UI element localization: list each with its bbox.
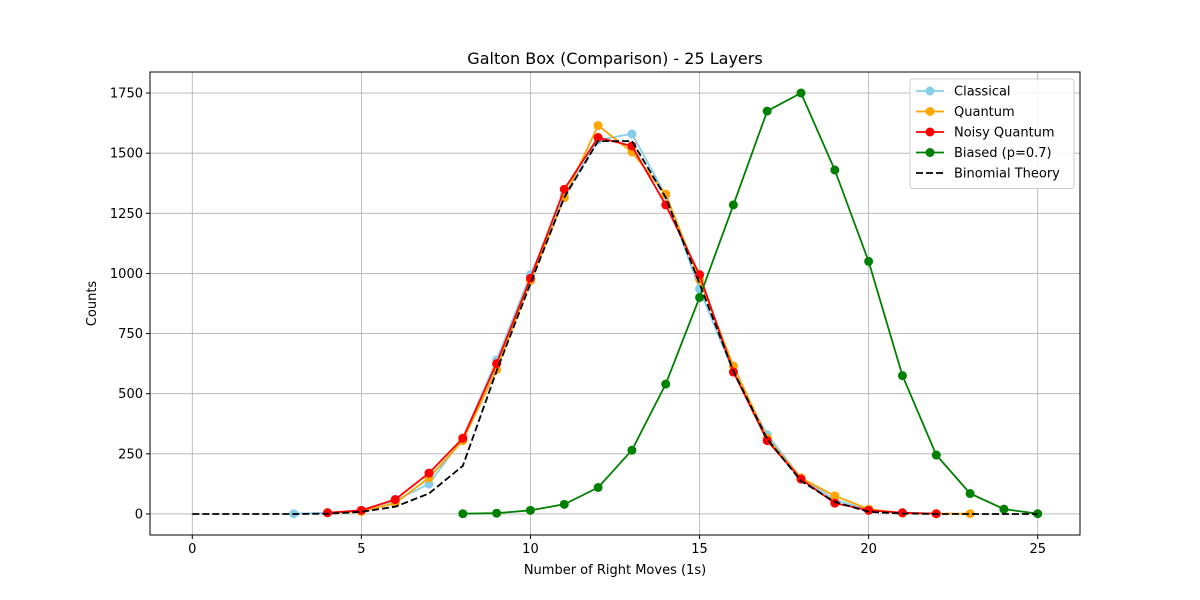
data-point-biased-p-0-7 [593, 482, 603, 492]
series-line-binomial-theory [192, 140, 1038, 515]
data-point-biased-p-0-7 [965, 489, 975, 499]
x-tick-label: 20 [860, 542, 877, 557]
data-point-biased-p-0-7 [999, 504, 1009, 514]
x-tick-label: 5 [357, 542, 365, 557]
data-point-biased-p-0-7 [897, 371, 907, 381]
chart-title: Galton Box (Comparison) - 25 Layers [467, 49, 762, 68]
data-point-noisy-quantum [492, 359, 502, 369]
y-tick-label: 500 [118, 387, 143, 402]
legend-label: Biased (p=0.7) [954, 146, 1052, 161]
data-point-quantum [661, 189, 671, 199]
legend-label: Classical [954, 85, 1011, 100]
data-point-noisy-quantum [390, 495, 400, 505]
data-point-biased-p-0-7 [661, 379, 671, 389]
data-point-biased-p-0-7 [458, 509, 468, 519]
x-tick-label: 15 [691, 542, 708, 557]
y-tick-label: 1000 [110, 267, 143, 282]
plot-area-frame [149, 71, 1081, 536]
legend-swatch-marker [925, 127, 935, 137]
data-point-biased-p-0-7 [796, 88, 806, 98]
legend-swatch-marker [925, 86, 935, 96]
x-axis-label: Number of Right Moves (1s) [524, 563, 706, 578]
y-tick-label: 750 [118, 327, 143, 342]
data-point-biased-p-0-7 [695, 292, 705, 302]
y-axis-label: Counts [85, 281, 100, 327]
series-biased-p-0-7 [458, 88, 1043, 519]
data-point-noisy-quantum [864, 505, 874, 515]
legend-label: Noisy Quantum [954, 126, 1055, 141]
data-point-quantum [965, 509, 975, 519]
legend-box [909, 78, 1075, 189]
series-binomial-theory [192, 140, 1038, 515]
data-point-biased-p-0-7 [1033, 509, 1043, 519]
data-point-biased-p-0-7 [492, 508, 502, 518]
data-point-quantum [593, 121, 603, 131]
data-point-biased-p-0-7 [864, 256, 874, 266]
y-tick-label: 1500 [110, 147, 143, 162]
data-point-noisy-quantum [458, 433, 468, 443]
series-layer [192, 88, 1043, 519]
legend-label: Binomial Theory [954, 167, 1060, 182]
y-tick-label: 1750 [110, 87, 143, 102]
series-line-quantum [327, 124, 971, 515]
y-tick-label: 250 [118, 447, 143, 462]
y-tick-label: 1250 [110, 207, 143, 222]
series-noisy-quantum [323, 133, 941, 519]
data-point-noisy-quantum [424, 468, 434, 478]
series-line-biased-p-0-7 [462, 92, 1038, 515]
data-point-noisy-quantum [593, 133, 603, 143]
x-tick-label: 0 [188, 542, 196, 557]
data-point-biased-p-0-7 [762, 106, 772, 116]
x-tick-label: 25 [1029, 542, 1046, 557]
data-point-noisy-quantum [323, 508, 333, 518]
data-point-biased-p-0-7 [931, 450, 941, 460]
data-point-biased-p-0-7 [559, 499, 569, 509]
legend: Classical Quantum Noisy Quantum Biased (p=0… [909, 78, 1075, 189]
data-point-classical [627, 129, 637, 139]
data-point-noisy-quantum [356, 505, 366, 515]
data-point-noisy-quantum [559, 184, 569, 194]
x-tick-label: 10 [522, 542, 539, 557]
legend-swatch-marker [925, 148, 935, 157]
data-point-noisy-quantum [830, 498, 840, 508]
legend-swatch-marker [925, 107, 935, 116]
data-point-biased-p-0-7 [627, 445, 637, 455]
data-point-biased-p-0-7 [525, 505, 535, 515]
data-point-biased-p-0-7 [830, 165, 840, 175]
data-point-biased-p-0-7 [728, 200, 738, 210]
legend-label: Quantum [954, 105, 1015, 120]
data-point-quantum [830, 491, 840, 501]
y-tick-label: 0 [135, 507, 143, 522]
